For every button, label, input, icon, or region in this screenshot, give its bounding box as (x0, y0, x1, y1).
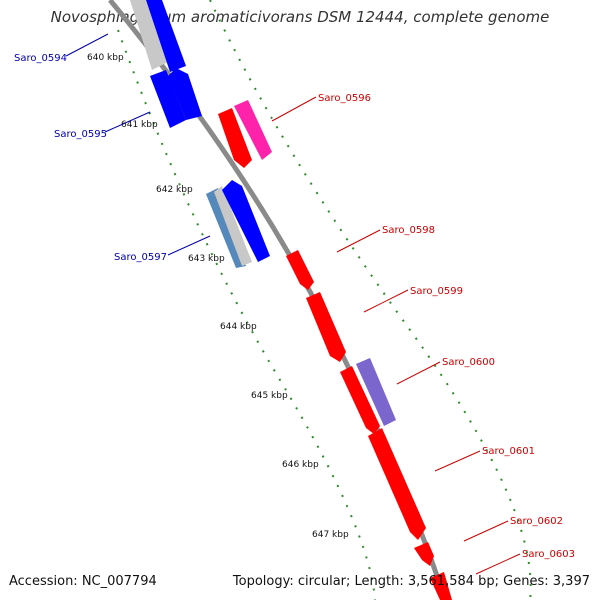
outer-ruler-dots (209, 0, 532, 600)
gene-saro-0594[interactable] (146, 0, 186, 72)
gene-label-saro-0597[interactable]: Saro_0597 (114, 252, 167, 263)
ruler-label-640: 640 kbp (87, 53, 124, 63)
leader-line-saro-0601 (434, 450, 481, 472)
ruler-label-645: 645 kbp (251, 391, 288, 401)
gene-saro-0594-grey[interactable] (130, 0, 168, 70)
gene-saro-0602[interactable] (414, 542, 434, 566)
gene-saro-0597[interactable] (222, 180, 270, 262)
gene-saro-0595b[interactable] (168, 68, 202, 120)
leader-line-saro-0602 (463, 520, 509, 542)
gene-label-saro-0599[interactable]: Saro_0599 (410, 286, 463, 297)
leader-line-saro-0600 (396, 361, 441, 385)
genome-title: Novosphingobium aromaticivorans DSM 1244… (50, 8, 550, 26)
gene-saro-0596a[interactable] (218, 108, 252, 168)
ruler-label-644: 644 kbp (220, 322, 257, 332)
leader-line-saro-0597 (167, 235, 211, 256)
gene-label-saro-0598[interactable]: Saro_0598 (382, 225, 435, 236)
leader-line-saro-0596 (271, 96, 317, 122)
gene-saro-0596b[interactable] (234, 100, 272, 160)
gene-label-lines (65, 33, 521, 575)
ruler-label-group: 640 kbp 641 kbp 642 kbp 643 kbp 644 kbp … (87, 53, 349, 540)
gene-label-saro-0602[interactable]: Saro_0602 (510, 516, 563, 527)
gene-saro-0595[interactable] (150, 70, 186, 128)
gene-track (130, 0, 452, 600)
leader-line-saro-0598 (336, 229, 381, 253)
gene-label-saro-0594[interactable]: Saro_0594 (14, 53, 67, 64)
leader-line-saro-0603 (475, 553, 521, 575)
gene-label-saro-0603[interactable]: Saro_0603 (522, 549, 575, 560)
accession-text: Accession: NC_007794 (9, 574, 157, 589)
ruler-label-642: 642 kbp (156, 185, 193, 195)
ruler-label-643: 643 kbp (188, 254, 225, 264)
gene-saro-0597-grey[interactable] (214, 186, 252, 266)
genome-summary-text: Topology: circular; Length: 3,561,584 bp… (232, 574, 590, 589)
leader-line-saro-0594 (65, 33, 109, 57)
gene-saro-0603[interactable] (430, 572, 452, 600)
leader-line-saro-0595 (104, 111, 151, 133)
gene-saro-0599[interactable] (306, 292, 346, 362)
gene-label-saro-0595[interactable]: Saro_0595 (54, 129, 107, 140)
ruler-label-646: 646 kbp (282, 460, 319, 470)
ruler-label-641: 641 kbp (121, 120, 158, 130)
gene-saro-0600b[interactable] (340, 366, 380, 434)
gene-saro-0598[interactable] (286, 250, 314, 290)
gene-label-saro-0601[interactable]: Saro_0601 (482, 446, 535, 457)
gene-saro-0601[interactable] (368, 428, 426, 540)
gene-label-group: Saro_0594 Saro_0595 Saro_0596 Saro_0597 … (14, 53, 575, 560)
gene-saro-0600[interactable] (356, 358, 396, 426)
ruler-label-647: 647 kbp (312, 530, 349, 540)
gene-label-saro-0596[interactable]: Saro_0596 (318, 93, 371, 104)
gene-label-saro-0600[interactable]: Saro_0600 (442, 357, 495, 368)
leader-line-saro-0599 (363, 289, 409, 313)
